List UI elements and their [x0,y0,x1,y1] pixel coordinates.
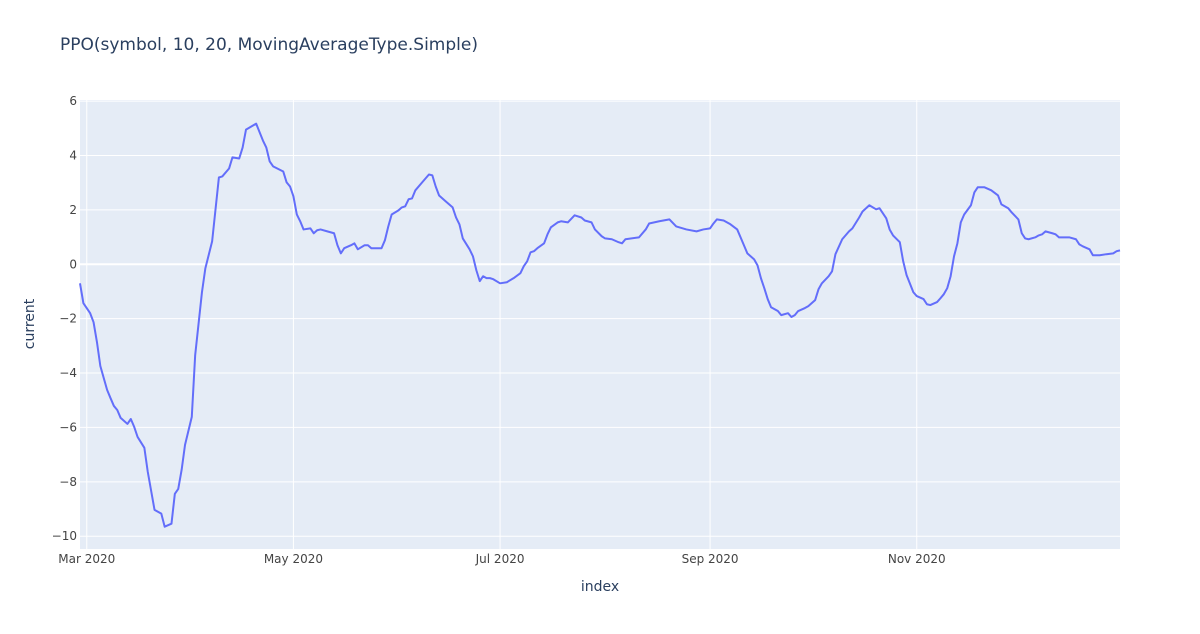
y-tick-label: −8 [59,475,77,489]
chart-title: PPO(symbol, 10, 20, MovingAverageType.Si… [60,35,478,55]
y-tick-label: 2 [69,203,77,217]
x-tick-label: May 2020 [264,552,323,566]
y-tick-label: 0 [69,257,77,271]
marks [79,122,1121,528]
x-tick-label: Jul 2020 [475,552,525,566]
y-tick-label: 6 [69,94,77,108]
y-tick-label: −10 [52,529,77,543]
y-axis-title: current [22,298,38,349]
x-tick-label: Nov 2020 [888,552,946,566]
x-tick-label: Sep 2020 [682,552,739,566]
plot-area [80,100,1120,549]
labels: −10 −8 −6 −4 −2 0 2 4 6 Mar 2020 May 2020 Jul 2020 S… [52,94,946,566]
x-tick-label: Mar 2020 [58,552,115,566]
y-tick-label: −4 [59,366,77,380]
y-tick-label: −2 [59,312,77,326]
y-tick-label: 4 [69,148,77,162]
y-tick-label: −6 [59,420,77,434]
grid [80,100,1120,549]
data-line [79,122,1121,528]
x-axis-title: index [581,579,619,595]
